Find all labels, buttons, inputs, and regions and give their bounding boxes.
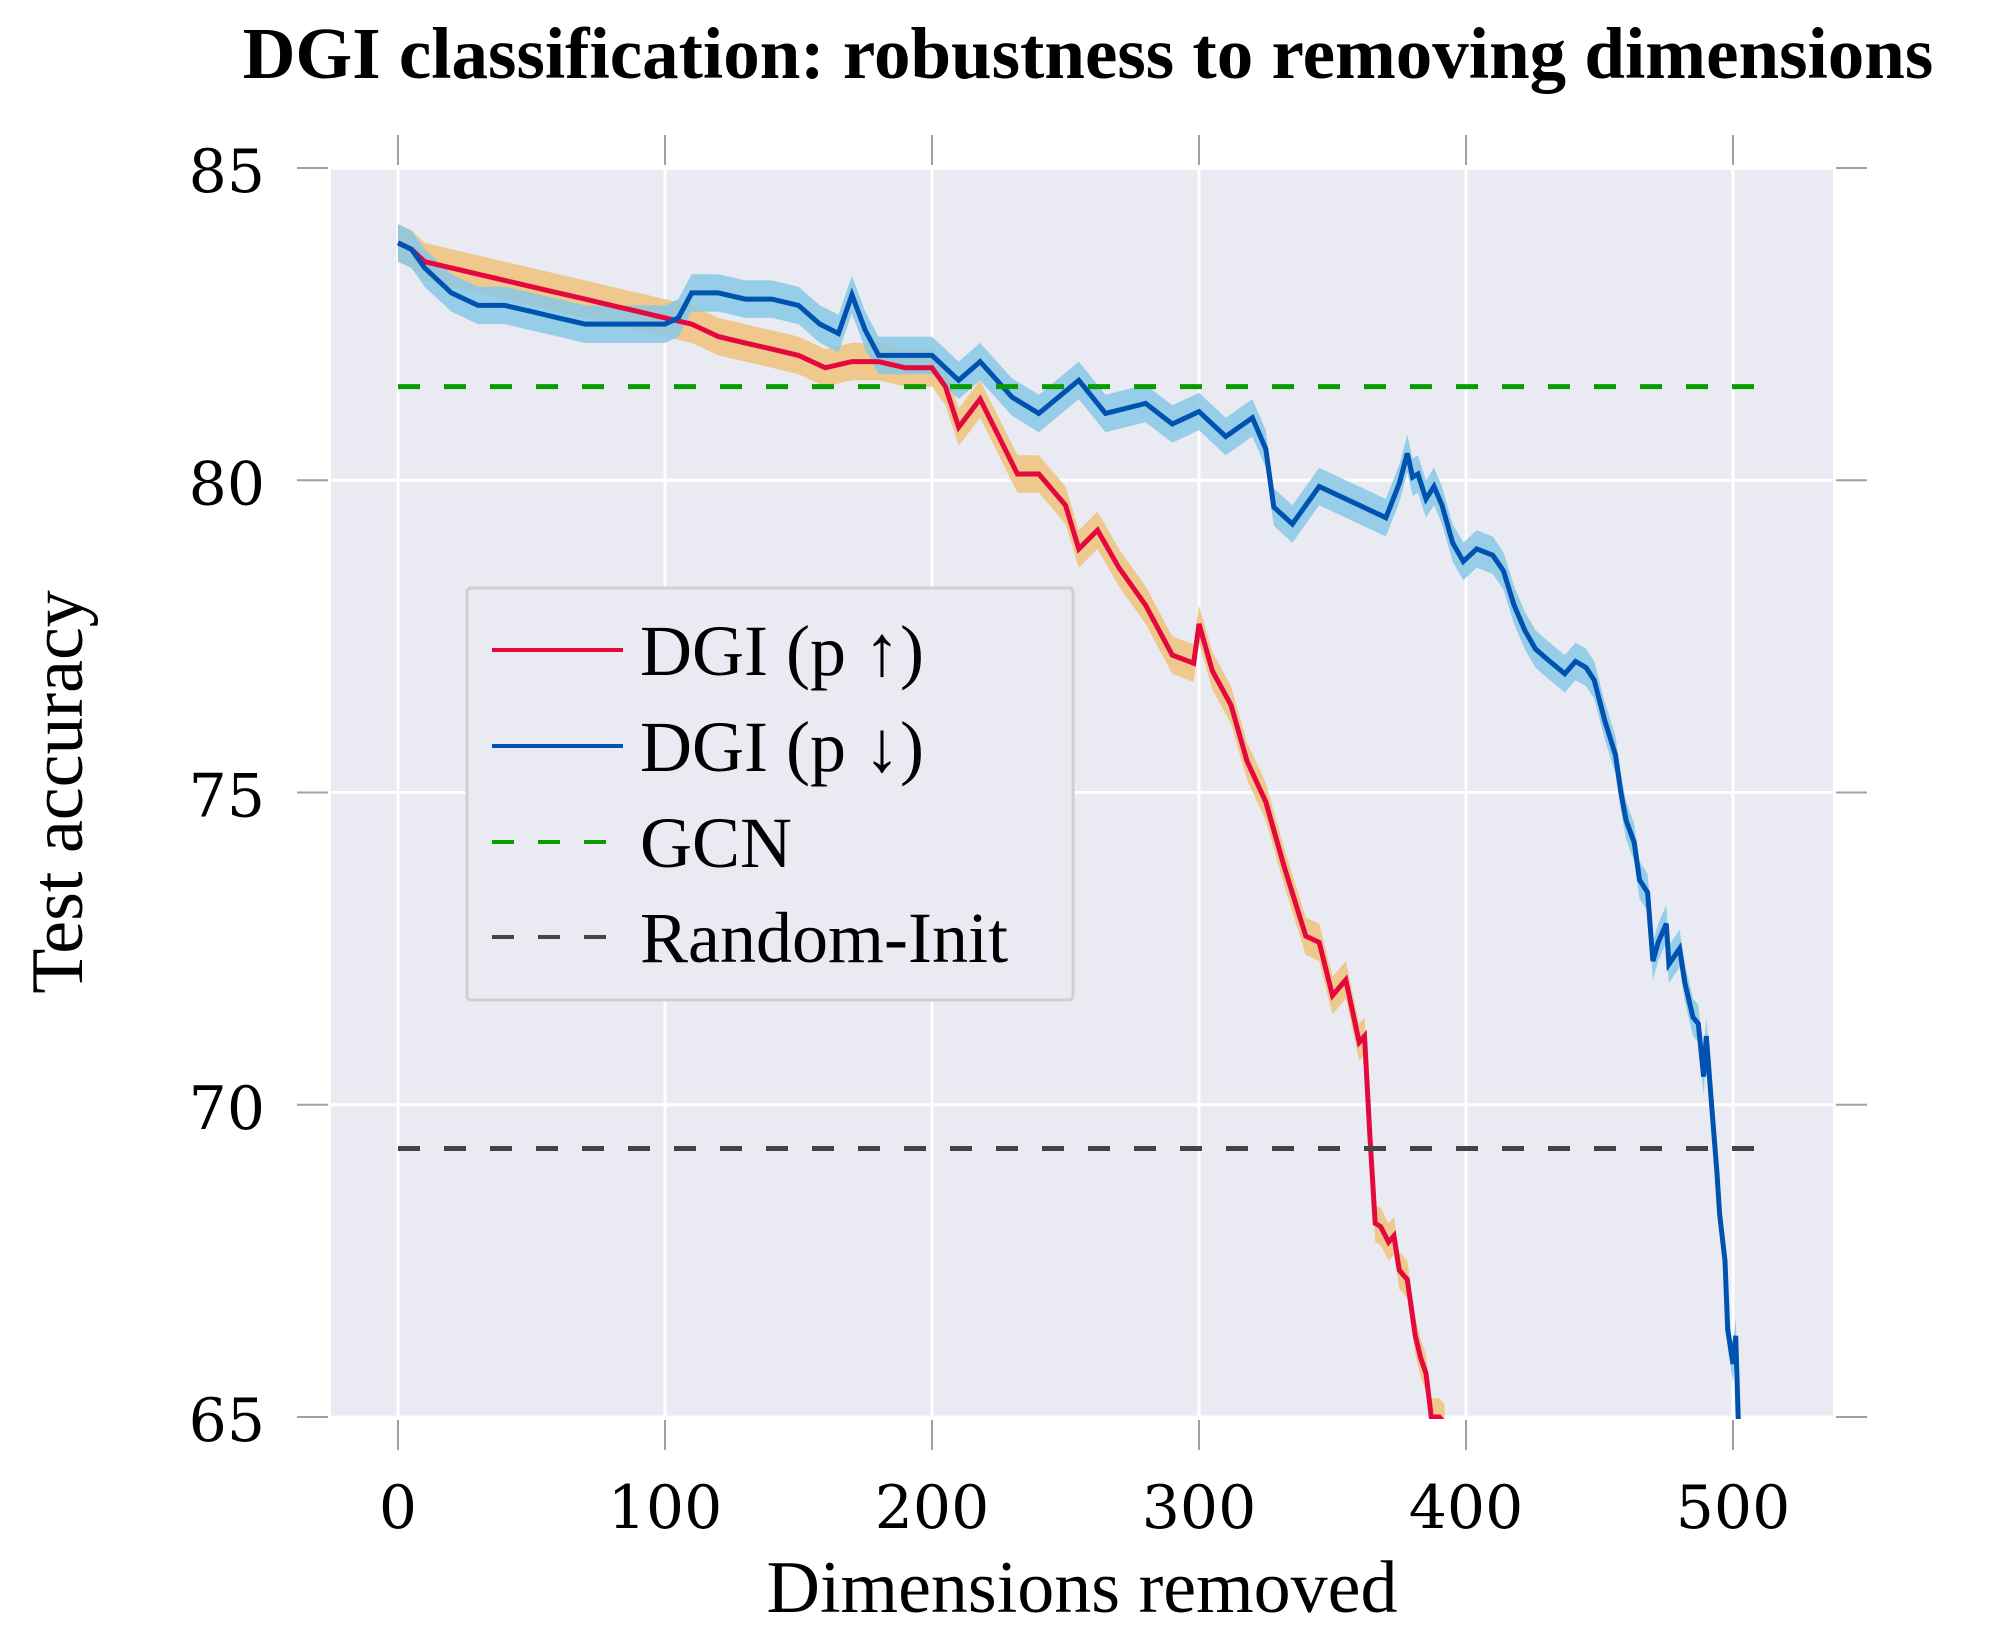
series-lines [396, 240, 1765, 1419]
chart-title: DGI classification: robustness to removi… [243, 13, 1934, 94]
legend-label: DGI (p ↑) [640, 611, 924, 691]
x-tick-label: 400 [1409, 1473, 1524, 1543]
tick-labels: 0 100 200 300 400 500 65 70 75 80 85 [189, 137, 1791, 1543]
axis-ticks [297, 135, 1867, 1450]
y-tick-label: 70 [189, 1074, 265, 1144]
legend: DGI (p ↑) DGI (p ↓) GCN Random-Init [465, 586, 1075, 1002]
y-axis-label: Test accuracy [17, 590, 99, 994]
y-tick-label: 75 [189, 762, 265, 832]
x-tick-label: 500 [1676, 1473, 1791, 1543]
x-tick-label: 300 [1142, 1473, 1257, 1543]
series-line-dgi-p-down [396, 240, 1741, 1419]
x-axis-label: Dimensions removed [767, 1547, 1398, 1629]
y-tick-label: 85 [189, 137, 265, 207]
legend-label: GCN [640, 803, 792, 883]
legend-label: DGI (p ↓) [640, 707, 924, 787]
x-tick-label: 200 [875, 1473, 990, 1543]
legend-item: Random-Init [492, 898, 1008, 978]
x-tick-label: 100 [608, 1473, 723, 1543]
legend-item: GCN [492, 803, 792, 883]
y-tick-label: 80 [189, 449, 265, 519]
legend-item: DGI (p ↑) [492, 611, 924, 691]
series-line-dgi-p-up [396, 240, 1445, 1419]
legend-item: DGI (p ↓) [492, 707, 924, 787]
x-tick-label: 0 [379, 1473, 417, 1543]
y-tick-label: 65 [189, 1386, 265, 1456]
legend-box [465, 586, 1075, 1002]
legend-label: Random-Init [640, 898, 1008, 978]
